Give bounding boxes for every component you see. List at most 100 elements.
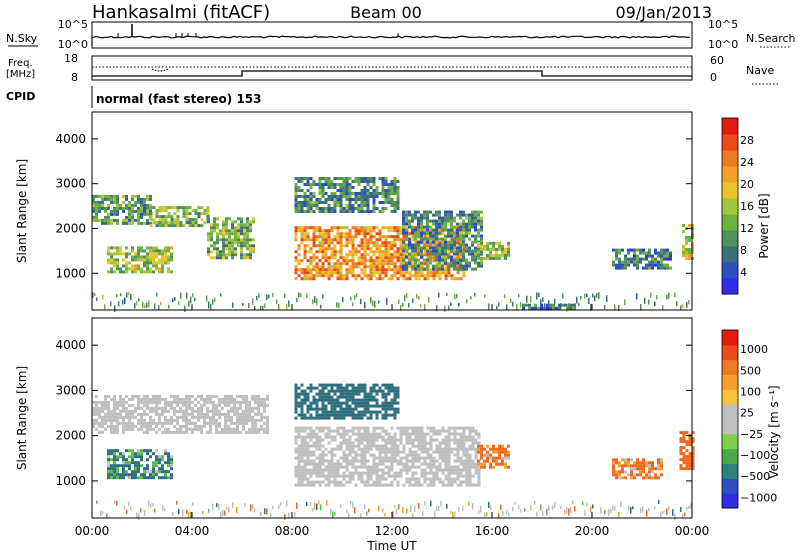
echo-cell (182, 397, 185, 401)
echo-cell (222, 241, 225, 245)
echo-cell (402, 246, 405, 250)
echo-cell (432, 429, 436, 433)
echo-cell (330, 398, 334, 402)
ground-scatter-cell (130, 294, 132, 300)
echo-cell (312, 429, 316, 433)
echo-cell (477, 483, 481, 487)
ground-scatter-cell (508, 512, 510, 517)
echo-cell (486, 256, 489, 260)
echo-cell (300, 410, 304, 414)
echo-cell (429, 243, 432, 247)
echo-cell (393, 186, 397, 189)
echo-cell (685, 248, 688, 251)
echo-cell (330, 459, 334, 463)
echo-cell (107, 461, 110, 465)
echo-cell (417, 477, 421, 481)
ground-scatter-cell (116, 500, 118, 506)
echo-cell (113, 476, 116, 480)
echo-cell (303, 444, 307, 448)
echo-cell (417, 435, 421, 439)
echo-cell (411, 267, 414, 271)
echo-cell (236, 415, 239, 419)
ground-scatter-cell (182, 509, 184, 516)
echo-cell (456, 477, 460, 481)
echo-cell (351, 186, 355, 189)
echo-cell (399, 471, 403, 475)
echo-cell (303, 395, 307, 399)
echo-cell (474, 438, 478, 442)
echo-cell (207, 220, 210, 224)
ground-scatter-cell (188, 512, 190, 519)
echo-cell (471, 462, 475, 466)
echo-cell (354, 456, 358, 460)
echo-cell (360, 180, 364, 183)
ground-scatter-cell (174, 297, 176, 301)
echo-cell (173, 394, 176, 398)
ground-scatter-cell (646, 510, 648, 517)
echo-cell (260, 424, 263, 428)
echo-cell (627, 464, 630, 468)
echo-cell (161, 270, 164, 274)
echo-cell (209, 400, 212, 404)
echo-cell (300, 404, 304, 408)
echo-cell (339, 226, 343, 230)
echo-cell (230, 430, 233, 434)
colorbar-swatch (722, 404, 738, 420)
echo-cell (306, 201, 310, 204)
echo-cell (122, 455, 125, 459)
echo-cell (294, 474, 298, 478)
echo-cell (176, 430, 179, 434)
nsky-panel: N.Sky 10^5 10^0 10^5 10^0 N.Search (6, 18, 796, 51)
echo-cell (312, 232, 316, 236)
echo-cell (318, 474, 322, 478)
echo-cell (417, 252, 420, 256)
echo-cell (216, 217, 219, 221)
echo-cell (140, 206, 143, 210)
echo-cell (179, 397, 182, 401)
ground-scatter-cell (450, 511, 452, 515)
nave-label: Nave (746, 64, 774, 77)
echo-cell (228, 229, 231, 233)
echo-cell (306, 189, 310, 192)
echo-cell (366, 180, 370, 183)
echo-cell (685, 242, 688, 245)
echo-cell (315, 456, 319, 460)
echo-cell (104, 421, 107, 425)
echo-cell (501, 462, 504, 466)
echo-cell (125, 400, 128, 404)
echo-cell (230, 418, 233, 422)
echo-cell (450, 234, 453, 238)
echo-cell (309, 195, 313, 198)
echo-cell (161, 397, 164, 401)
echo-cell (354, 444, 358, 448)
echo-cell (324, 395, 328, 399)
echo-cell (303, 392, 307, 396)
echo-cell (239, 418, 242, 422)
echo-cell (393, 450, 397, 454)
echo-cell (465, 222, 468, 226)
echo-cell (312, 183, 316, 186)
echo-cell (387, 435, 391, 439)
echo-cell (399, 232, 403, 236)
echo-cell (342, 401, 346, 405)
echo-cell (432, 471, 436, 475)
echo-cell (366, 441, 370, 445)
echo-cell (116, 206, 119, 210)
echo-cell (375, 189, 379, 192)
colorbar-swatch (722, 182, 738, 199)
echo-cell (402, 264, 405, 268)
echo-cell (396, 189, 400, 192)
echo-cell (143, 255, 146, 259)
echo-cell (324, 453, 328, 457)
echo-cell (474, 462, 478, 466)
echo-cell (330, 407, 334, 411)
echo-cell (660, 251, 663, 255)
ground-scatter-cell (446, 293, 448, 297)
ground-scatter-cell (568, 303, 570, 310)
echo-cell (330, 389, 334, 393)
echo-cell (453, 250, 457, 254)
echo-cell (339, 241, 343, 245)
echo-cell (315, 410, 319, 414)
echo-cell (237, 241, 240, 245)
echo-cell (462, 450, 466, 454)
